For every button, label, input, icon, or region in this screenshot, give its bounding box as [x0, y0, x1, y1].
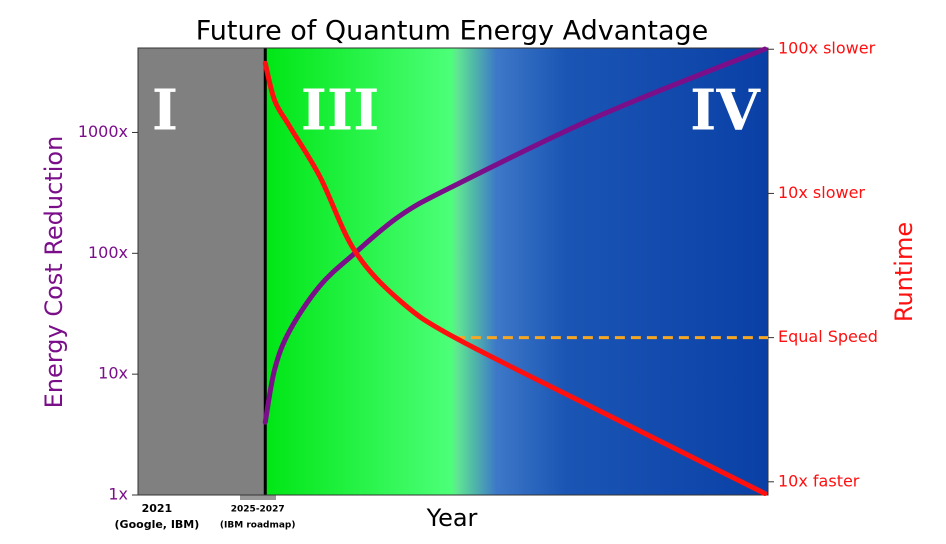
y-tick-label: 1x	[108, 485, 128, 504]
y-axis-label: Energy Cost Reduction	[40, 136, 68, 409]
y-tick-label: 10x	[98, 364, 128, 383]
roadmap-bar	[240, 495, 276, 500]
regions	[138, 48, 768, 495]
chart-title: Future of Quantum Energy Advantage	[196, 16, 709, 47]
x-tick-sublabel: (IBM roadmap)	[220, 521, 296, 531]
y2-tick-label: Equal Speed	[778, 327, 878, 346]
region-label: III	[301, 78, 380, 144]
x-tick-label: 2021	[142, 502, 173, 515]
y2-tick-label: 10x slower	[778, 183, 865, 202]
y2-tick-label: 100x slower	[778, 39, 876, 58]
region-gradient	[265, 48, 768, 495]
region-label: IV	[690, 78, 761, 144]
region-label: I	[152, 78, 178, 144]
series-line	[262, 46, 768, 425]
y2-tick-label: 10x faster	[778, 471, 860, 490]
plot-frame	[137, 47, 769, 496]
y-tick-label: 1000x	[78, 122, 128, 141]
y2-axis-label: Runtime	[890, 222, 918, 322]
x-tick-label: 2025-2027	[231, 505, 285, 515]
x-tick-sublabel: (Google, IBM)	[115, 518, 200, 531]
x-axis-label: Year	[426, 504, 478, 532]
y-tick-label: 100x	[88, 243, 128, 262]
series-line	[262, 60, 768, 496]
region-gray	[138, 48, 266, 495]
